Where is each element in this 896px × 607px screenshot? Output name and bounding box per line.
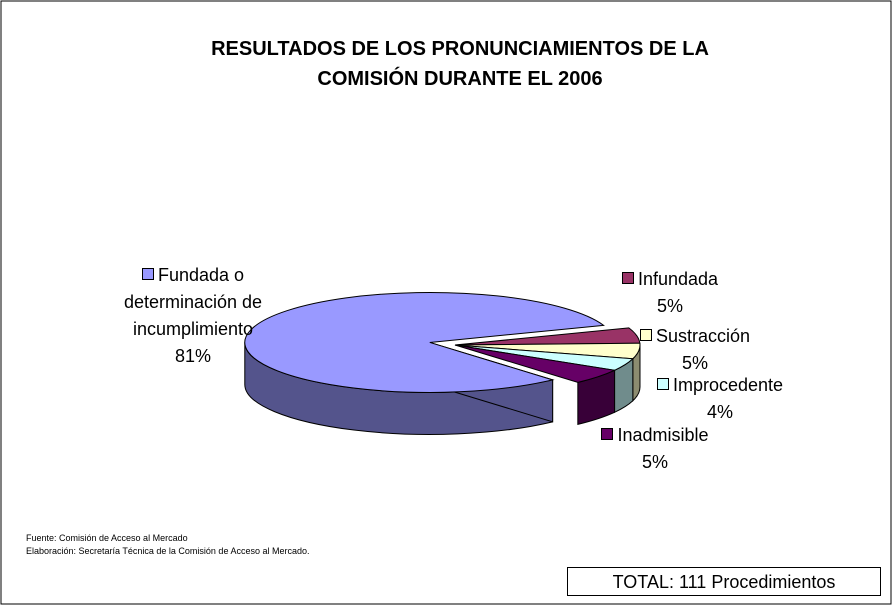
slice [244, 291, 605, 393]
legend-swatch [601, 428, 614, 440]
category-name: Infundada [637, 269, 719, 289]
value-label: 5% [681, 353, 708, 373]
legend-swatch [621, 272, 634, 284]
credit: Elaboración: Secretaría Técnica de la Co… [26, 546, 310, 556]
value-label: 81% [174, 346, 212, 366]
source: Fuente: Comisión de Acceso al Mercado [26, 533, 188, 543]
slice-label: Sustracción 5% [620, 323, 770, 377]
category-name: Sustracción [655, 326, 751, 346]
slice-label: Fundada o determinación de incumplimient… [108, 262, 278, 370]
slice [454, 344, 617, 383]
legend-swatch [656, 378, 669, 390]
slice-label: Infundada 5% [600, 266, 740, 320]
chart-title: RESULTADOS DE LOS PRONUNCIAMIENTOS DE LA… [211, 38, 709, 90]
slice-label: Inadmisible 5% [585, 422, 725, 476]
legend-swatch [141, 268, 154, 280]
value-label: 4% [706, 402, 733, 422]
category-name: Inadmisible [617, 425, 709, 445]
category-name: Fundada o determinación de incumplimient… [123, 265, 263, 339]
slice-label: Improcedente 4% [640, 372, 800, 426]
value-label: 5% [641, 452, 668, 472]
legend-swatch [639, 329, 652, 341]
value-label: 5% [656, 296, 683, 316]
total-box: TOTAL: 111 Procedimientos [567, 567, 881, 596]
category-name: Improcedente [672, 375, 784, 395]
